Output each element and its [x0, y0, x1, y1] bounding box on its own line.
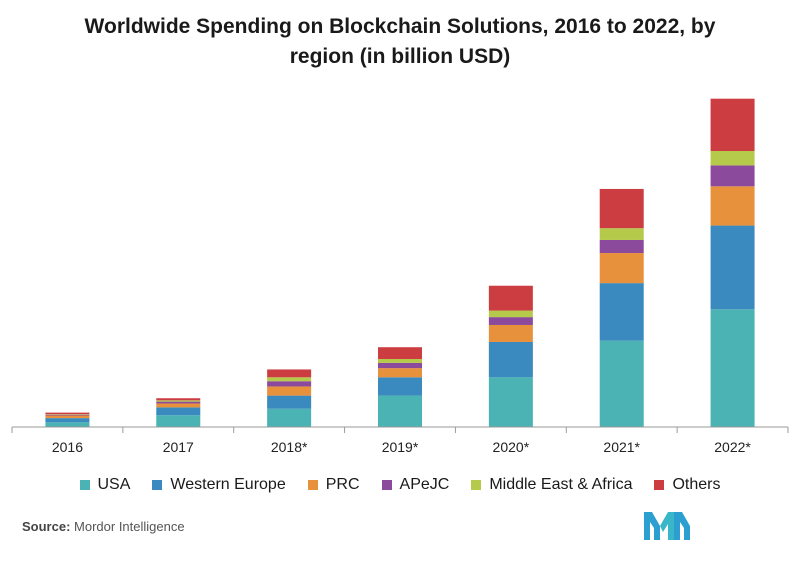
bar-segment-usa-2017: [156, 415, 201, 427]
legend-label: Others: [672, 476, 721, 493]
bar-segment-apejc-2020: [488, 317, 533, 325]
mordor-intelligence-logo-icon: [644, 512, 690, 540]
bar-segment-others-2018: [267, 369, 312, 378]
bar-segment-prc-2016: [45, 415, 90, 419]
chart-title-line-1: Worldwide Spending on Blockchain Solutio…: [84, 15, 716, 38]
bar-segment-usa-2019: [378, 395, 422, 427]
bar-segment-middle-east-africa-2016: [45, 414, 90, 415]
bar-segment-western-europe-2020: [488, 341, 533, 378]
bar-segment-others-2016: [45, 412, 90, 415]
legend-item-western-europe: Western Europe: [152, 476, 286, 494]
source-label: Source:: [22, 519, 71, 534]
bar-segment-prc-2017: [156, 403, 201, 408]
x-tick-label: 2018*: [271, 439, 308, 455]
bar-segment-prc-2020: [488, 324, 533, 342]
x-tick-label: 2021*: [603, 439, 640, 455]
bar-segment-usa-2021: [599, 340, 644, 427]
bar-segment-others-2017: [156, 398, 201, 401]
bar-segment-middle-east-africa-2019: [378, 358, 422, 363]
bar-segment-usa-2022: [710, 309, 755, 427]
bar-segment-prc-2019: [378, 368, 422, 378]
bar-segment-usa-2016: [45, 422, 90, 427]
bar-segment-western-europe-2019: [378, 377, 422, 396]
source-name: Mordor Intelligence: [74, 519, 185, 534]
bar-segment-middle-east-africa-2020: [488, 310, 533, 318]
bar-segment-prc-2018: [267, 386, 312, 396]
legend-item-prc: PRC: [307, 476, 360, 494]
x-tick-label: 2016: [52, 439, 83, 455]
legend-label: Middle East & Africa: [489, 476, 633, 493]
bar-segment-apejc-2016: [45, 414, 90, 416]
legend-item-middle-east-africa: Middle East & Africa: [471, 476, 632, 494]
bar-segment-western-europe-2021: [599, 283, 644, 341]
legend-label: PRC: [325, 476, 360, 493]
bar-segment-western-europe-2016: [45, 418, 90, 423]
x-tick-label: 2022*: [714, 439, 751, 455]
legend-label: APeJC: [399, 476, 450, 493]
x-tick-label: 2019*: [382, 439, 419, 455]
legend-item-apejc: APeJC: [381, 476, 450, 494]
bar-segment-others-2021: [599, 188, 644, 229]
bar-segment-apejc-2018: [267, 381, 312, 387]
stacked-bar-chart: 2016 2017 2018* 2019* 2020* 2021* 2022*: [11, 98, 789, 455]
bar-segment-others-2022: [710, 98, 755, 152]
bar-segment-prc-2022: [710, 186, 755, 226]
legend-label: Western Europe: [170, 476, 286, 493]
legend-label: USA: [97, 476, 131, 493]
bar-segment-apejc-2017: [156, 401, 201, 404]
bar-segment-western-europe-2017: [156, 407, 201, 416]
bar-segment-middle-east-africa-2018: [267, 377, 312, 382]
legend-swatch: [471, 480, 482, 490]
x-tick-label: 2017: [163, 439, 194, 455]
bar-segment-middle-east-africa-2021: [599, 228, 644, 240]
bar-segment-middle-east-africa-2017: [156, 400, 201, 402]
bar-segment-western-europe-2018: [267, 395, 312, 409]
chart-title: Worldwide Spending on Blockchain Solutio…: [0, 12, 800, 72]
chart-legend: USA Western Europe PRC APeJC Middle East & A…: [0, 476, 800, 494]
legend-swatch: [654, 480, 665, 490]
source-note: Source: Mordor Intelligence: [22, 519, 185, 534]
x-tick-label: 2020*: [493, 439, 530, 455]
bar-segment-others-2019: [378, 347, 422, 359]
bar-segment-apejc-2021: [599, 239, 644, 254]
bar-segment-others-2020: [488, 285, 533, 311]
legend-swatch: [307, 480, 318, 490]
bar-segment-apejc-2019: [378, 362, 422, 369]
legend-item-usa: USA: [79, 476, 131, 494]
bar-segment-usa-2020: [488, 377, 533, 427]
bar-segment-middle-east-africa-2022: [710, 151, 755, 166]
bar-segment-apejc-2022: [710, 165, 755, 187]
legend-swatch: [152, 480, 163, 490]
legend-item-others: Others: [654, 476, 721, 494]
legend-swatch: [79, 480, 90, 490]
bar-segment-western-europe-2022: [710, 225, 755, 310]
chart-title-line-2: region (in billion USD): [289, 45, 511, 68]
bar-segment-usa-2018: [267, 408, 312, 427]
bar-segment-prc-2021: [599, 253, 644, 284]
legend-swatch: [381, 480, 392, 490]
